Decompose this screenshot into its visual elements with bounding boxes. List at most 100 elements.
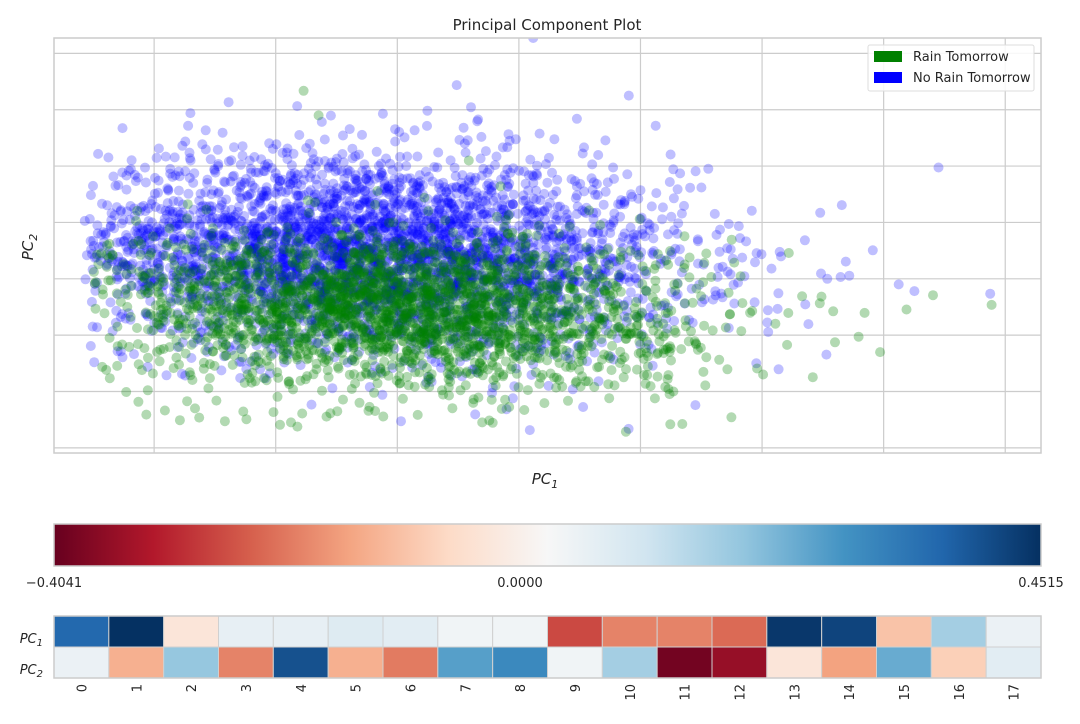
no-rain-point-3099: [224, 97, 234, 107]
no-rain-point-3056: [498, 190, 508, 200]
no-rain-point-2225: [578, 149, 588, 159]
no-rain-point-2895: [286, 179, 296, 189]
rain-point-1029: [165, 223, 175, 233]
no-rain-point-3469: [894, 279, 904, 289]
rain-point-853: [651, 284, 661, 294]
rain-point-1137: [680, 260, 690, 270]
rain-point-1479: [257, 290, 267, 300]
no-rain-point-3406: [372, 147, 382, 157]
rain-point-1360: [676, 344, 686, 354]
no-rain-point-2724: [651, 121, 661, 131]
no-rain-point-1249: [669, 193, 679, 203]
rain-point-65: [370, 200, 380, 210]
no-rain-point-2383: [467, 181, 477, 191]
rain-point-1266: [260, 324, 270, 334]
no-rain-point-3134: [281, 187, 291, 197]
rain-point-525: [287, 271, 297, 281]
no-rain-point-2560: [410, 125, 420, 135]
no-rain-point-1842: [815, 208, 825, 218]
rain-point-805: [519, 405, 529, 415]
rain-point-807: [423, 206, 433, 216]
no-rain-point-1492: [600, 135, 610, 145]
no-rain-point-3169: [525, 425, 535, 435]
rain-point-1346: [134, 236, 144, 246]
rain-point-1464: [505, 343, 515, 353]
no-rain-point-3444: [473, 115, 483, 125]
no-rain-point-3470: [909, 286, 919, 296]
rain-point-141: [281, 234, 291, 244]
rain-point-1079: [378, 412, 388, 422]
no-rain-point-2811: [476, 132, 486, 142]
no-rain-point-3443: [466, 102, 476, 112]
no-rain-point-1219: [535, 129, 545, 139]
no-rain-point-572: [836, 272, 846, 282]
no-rain-point-1552: [150, 173, 160, 183]
no-rain-point-3138: [481, 210, 491, 220]
no-rain-point-2469: [708, 295, 718, 305]
no-rain-point-3353: [293, 170, 303, 180]
no-rain-point-3313: [470, 409, 480, 419]
no-rain-point-2352: [118, 123, 128, 133]
no-rain-point-553: [395, 152, 405, 162]
no-rain-point-2569: [418, 180, 428, 190]
no-rain-point-1369: [189, 168, 199, 178]
no-rain-point-2998: [504, 129, 514, 139]
no-rain-point-2893: [433, 148, 443, 158]
no-rain-point-3458: [147, 217, 157, 227]
no-rain-point-3427: [215, 203, 225, 213]
no-rain-point-2859: [339, 186, 349, 196]
rain-point-1138: [635, 214, 645, 224]
rain-point-1424: [295, 233, 305, 243]
no-rain-point-1599: [666, 212, 676, 222]
rain-point-844: [171, 287, 181, 297]
no-rain-point-2189: [97, 199, 107, 209]
no-rain-point-2040: [174, 167, 184, 177]
rain-point-1310: [106, 275, 116, 285]
rain-point-649: [650, 393, 660, 403]
no-rain-point-1299: [390, 137, 400, 147]
no-rain-point-3089: [555, 202, 565, 212]
no-rain-point-2639: [390, 124, 400, 134]
no-rain-point-3103: [669, 316, 679, 326]
rain-point-985: [506, 233, 516, 243]
no-rain-point-3197: [533, 207, 543, 217]
rain-point-1431: [186, 370, 196, 380]
no-rain-point-331: [734, 221, 744, 231]
no-rain-point-3442: [452, 80, 462, 90]
no-rain-point-3137: [152, 153, 162, 163]
no-rain-point-3238: [619, 199, 629, 209]
no-rain-point-517: [837, 200, 847, 210]
rain-point-1423: [653, 372, 663, 382]
no-rain-point-418: [599, 200, 609, 210]
no-rain-point-733: [183, 189, 193, 199]
rain-point-815: [665, 419, 675, 429]
no-rain-point-3426: [311, 161, 321, 171]
rain-point-1328: [154, 264, 164, 274]
no-rain-point-2209: [934, 163, 944, 173]
no-rain-point-3162: [320, 185, 330, 195]
no-rain-point-3451: [96, 230, 106, 240]
no-rain-point-1453: [816, 269, 826, 279]
no-rain-point-3415: [274, 214, 284, 224]
no-rain-point-2924: [519, 166, 529, 176]
no-rain-point-3145: [436, 199, 446, 209]
rain-point-397: [228, 360, 238, 370]
rain-point-1441: [747, 306, 757, 316]
rain-point-165: [102, 262, 112, 272]
rain-point-1056: [502, 245, 512, 255]
rain-point-76: [671, 328, 681, 338]
rain-point-1072: [180, 330, 190, 340]
no-rain-point-2576: [658, 202, 668, 212]
no-rain-point-1991: [800, 235, 810, 245]
no-rain-point-3110: [421, 167, 431, 177]
rain-point-1081: [721, 323, 731, 333]
rain-point-1203: [174, 360, 184, 370]
no-rain-point-2433: [715, 225, 725, 235]
no-rain-point-1179: [868, 245, 878, 255]
rain-point-925: [534, 221, 544, 231]
no-rain-point-2749: [348, 153, 358, 163]
no-rain-point-3231: [468, 199, 478, 209]
no-rain-point-2632: [194, 196, 204, 206]
rain-point-1062: [273, 392, 283, 402]
no-rain-point-420: [703, 164, 713, 174]
